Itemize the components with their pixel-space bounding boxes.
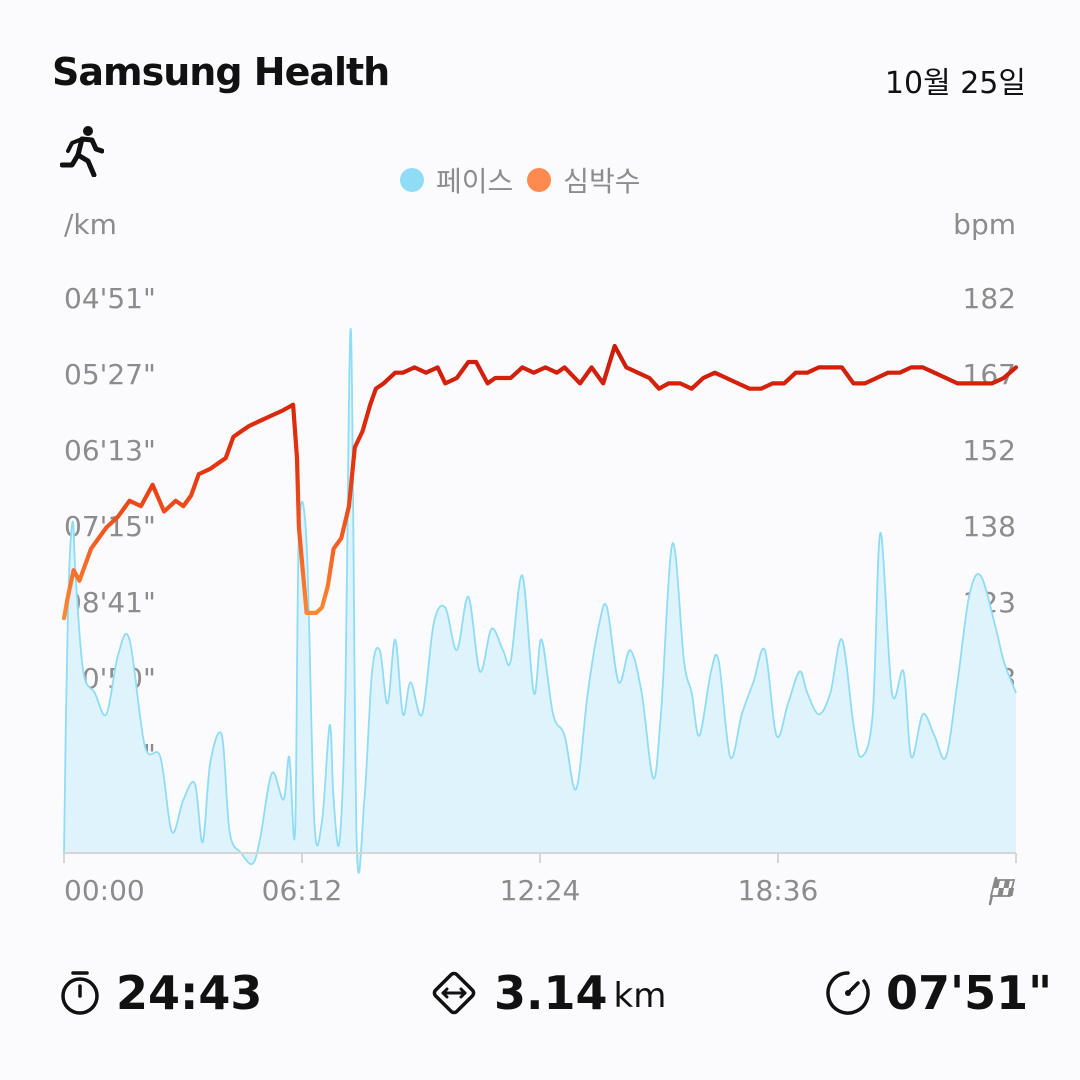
stopwatch-icon — [61, 971, 99, 1015]
x-tick-label: 06:12 — [262, 874, 343, 907]
date-label: 10월 25일 — [884, 66, 1026, 101]
pace-area — [64, 328, 1016, 874]
legend-label-pace: 페이스 — [436, 165, 514, 198]
right-axis-unit: bpm — [953, 208, 1016, 241]
heart-rate-line — [61, 343, 1019, 621]
left-tick-label: 06'13" — [64, 434, 156, 467]
chart-legend: 페이스 심박수 — [400, 160, 641, 200]
left-axis-unit: /km — [64, 208, 117, 241]
distance-value: 3.14 — [494, 966, 608, 1020]
duration-value: 24:43 — [116, 966, 263, 1020]
left-tick-label: 05'27" — [64, 358, 156, 391]
distance-unit: km — [613, 976, 667, 1016]
pace-heart-rate-chart: 04'51"05'27"06'13"07'15"08'41"10'50"14'2… — [61, 282, 1019, 907]
legend-dot-heart-rate — [527, 168, 552, 192]
legend-item-heart-rate: 심박수 — [527, 160, 641, 200]
avg-pace-value: 07'51" — [886, 966, 1053, 1020]
legend-dot-pace — [400, 168, 424, 192]
legend-label-heart-rate: 심박수 — [563, 165, 641, 198]
pace-line — [63, 328, 1017, 874]
right-tick-label: 138 — [963, 510, 1016, 543]
speedometer-icon — [826, 971, 870, 1015]
right-tick-label: 182 — [963, 282, 1016, 315]
x-tick-label: 18:36 — [738, 874, 819, 907]
right-tick-label: 152 — [963, 434, 1016, 467]
legend-item-pace: 페이스 — [400, 160, 513, 200]
stat-duration: 24:43 — [58, 958, 262, 1028]
summary-stats: 24:43 3.14 km 07'51" — [0, 958, 1080, 1028]
checkered-flag-icon — [988, 876, 1016, 906]
left-tick-label: 08'41" — [64, 586, 156, 619]
running-icon — [59, 125, 105, 181]
app-title: Samsung Health — [52, 50, 390, 94]
x-tick-label: 00:00 — [64, 874, 145, 907]
x-tick-label: 12:24 — [500, 874, 581, 907]
left-tick-label: 04'51" — [64, 282, 156, 315]
distance-icon — [432, 971, 476, 1015]
stat-avg-pace: 07'51" — [824, 958, 1052, 1028]
stat-distance: 3.14 km — [428, 958, 666, 1028]
